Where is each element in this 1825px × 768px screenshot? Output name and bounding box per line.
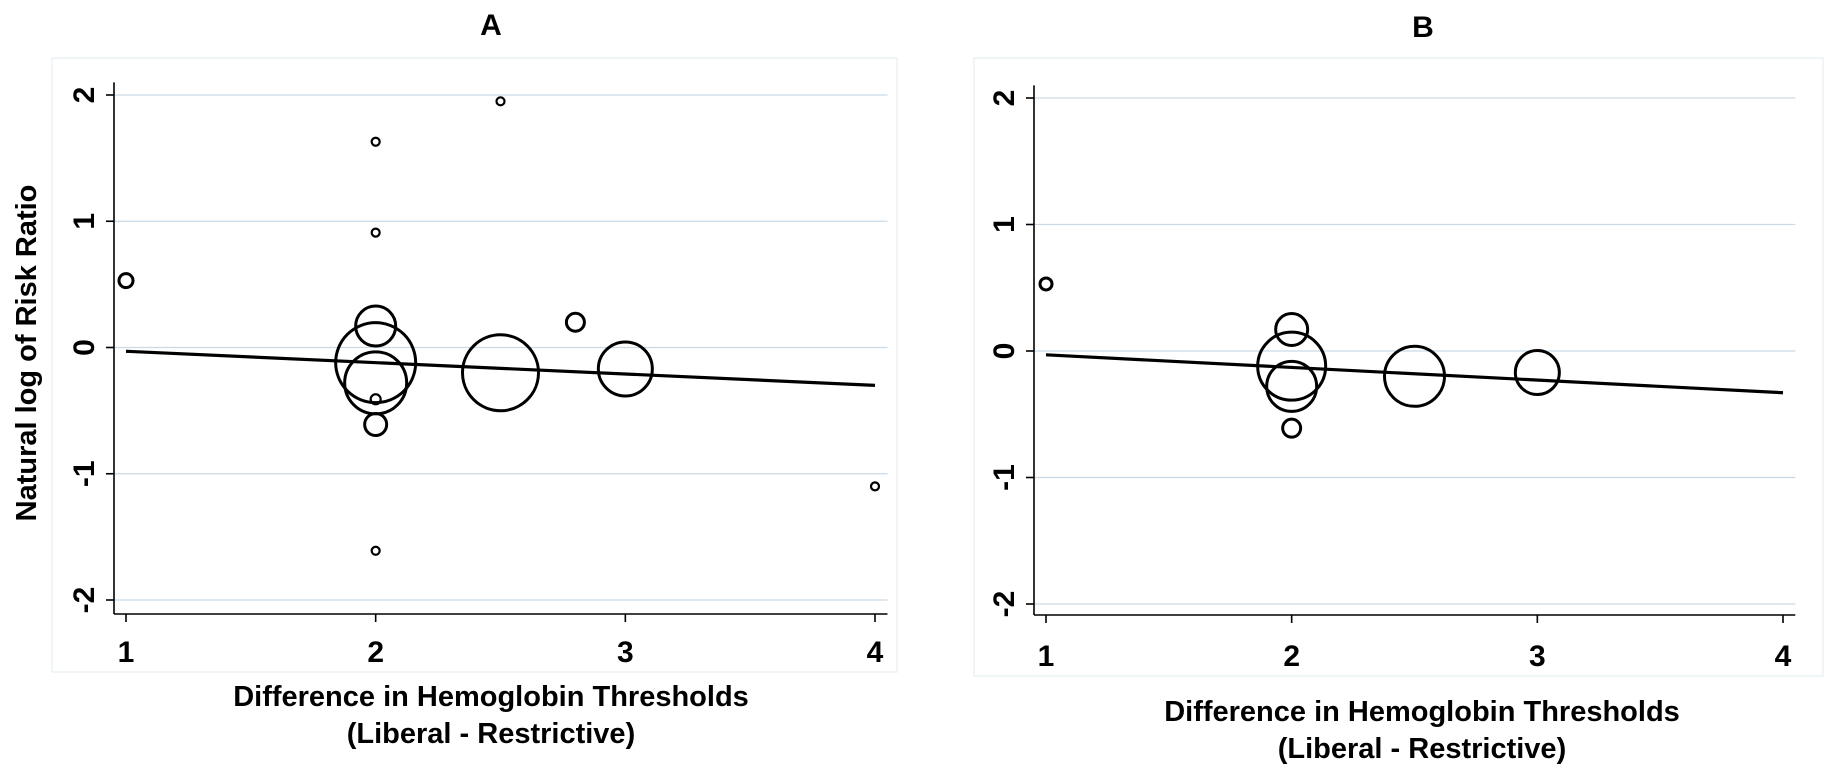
panel-a-x-tick-label: 4 [867, 636, 884, 669]
panel-a-gridlines [114, 94, 888, 601]
panel-b-y-tick-label: -2 [988, 591, 1021, 618]
panel-b-axes: -2 -1 0 1 2 1 2 3 4 [988, 85, 1796, 673]
panel-b-x-tick-label: 3 [1529, 640, 1546, 673]
panel-a-x-tick-label: 2 [367, 636, 384, 669]
panel-a-fitted-line [125, 349, 876, 387]
panel-a-y-tick-label: -1 [68, 460, 101, 487]
panel-b-y-tick-label: 1 [988, 216, 1021, 233]
panel-a-bubble [461, 333, 540, 413]
panel-a-x-axis-title-line2: (Liberal - Restrictive) [347, 718, 635, 750]
panel-b-y-tick-label: 0 [988, 343, 1021, 360]
panel-a-y-axis-title: Natural log of Risk Ratio [11, 185, 43, 522]
panel-a-bubble [564, 311, 586, 333]
panel-b-x-tick-label: 2 [1283, 640, 1300, 673]
panel-a-bubble [334, 321, 418, 405]
panel-a-bubble [495, 96, 506, 107]
panel-b-title: B [1412, 11, 1434, 44]
panel-b-bubble [1281, 417, 1303, 439]
panel-a-bubble [117, 272, 135, 290]
panel-b-bubble [1038, 276, 1054, 292]
panel-a: A Natural log of Risk Ratio Difference i… [11, 9, 898, 750]
panel-b-bubble [1265, 359, 1319, 413]
panel-a-bubble [369, 393, 382, 406]
panel-b-bubble [1513, 349, 1561, 397]
panel-a-x-axis-title-line1: Difference in Hemoglobin Thresholds [233, 681, 749, 713]
panel-a-bubble [363, 412, 389, 438]
panel-a-bubble [370, 136, 381, 147]
panel-b-frame [973, 57, 1824, 677]
panel-b-y-tick-label: -1 [988, 464, 1021, 491]
panel-b-x-tick-label: 1 [1038, 640, 1055, 673]
panel-b-x-tick-label: 4 [1775, 640, 1792, 673]
panel-a-frame [51, 57, 898, 673]
panel-a-bubble [869, 481, 881, 492]
panel-a-bubble [370, 227, 381, 238]
panel-b: B Difference in Hemoglobin Thresholds (L… [973, 11, 1824, 765]
panel-a-bubble [370, 545, 381, 556]
panel-a-x-tick-label: 1 [118, 636, 135, 669]
panel-b-x-axis-title-line2: (Liberal - Restrictive) [1278, 733, 1566, 765]
panel-b-x-axis-title-line1: Difference in Hemoglobin Thresholds [1164, 696, 1680, 728]
panel-a-y-tick-label: 2 [68, 87, 101, 104]
panel-b-y-tick-label: 2 [988, 90, 1021, 107]
panel-a-x-tick-label: 3 [617, 636, 634, 669]
panel-a-title: A [480, 9, 502, 42]
panel-b-bubble [1274, 311, 1310, 347]
panel-a-y-tick-label: -2 [68, 587, 101, 614]
panel-b-fitted-line [1045, 353, 1784, 395]
panel-a-bubble [596, 340, 654, 398]
panel-b-gridlines [1034, 97, 1796, 605]
panel-a-axes: -2 -1 0 1 2 1 2 3 4 [68, 82, 888, 669]
panel-b-marks [1038, 276, 1784, 439]
panel-a-marks [117, 96, 881, 556]
panel-a-bubble [354, 304, 398, 348]
panel-a-y-tick-label: 1 [68, 213, 101, 230]
panel-a-y-tick-label: 0 [68, 339, 101, 356]
